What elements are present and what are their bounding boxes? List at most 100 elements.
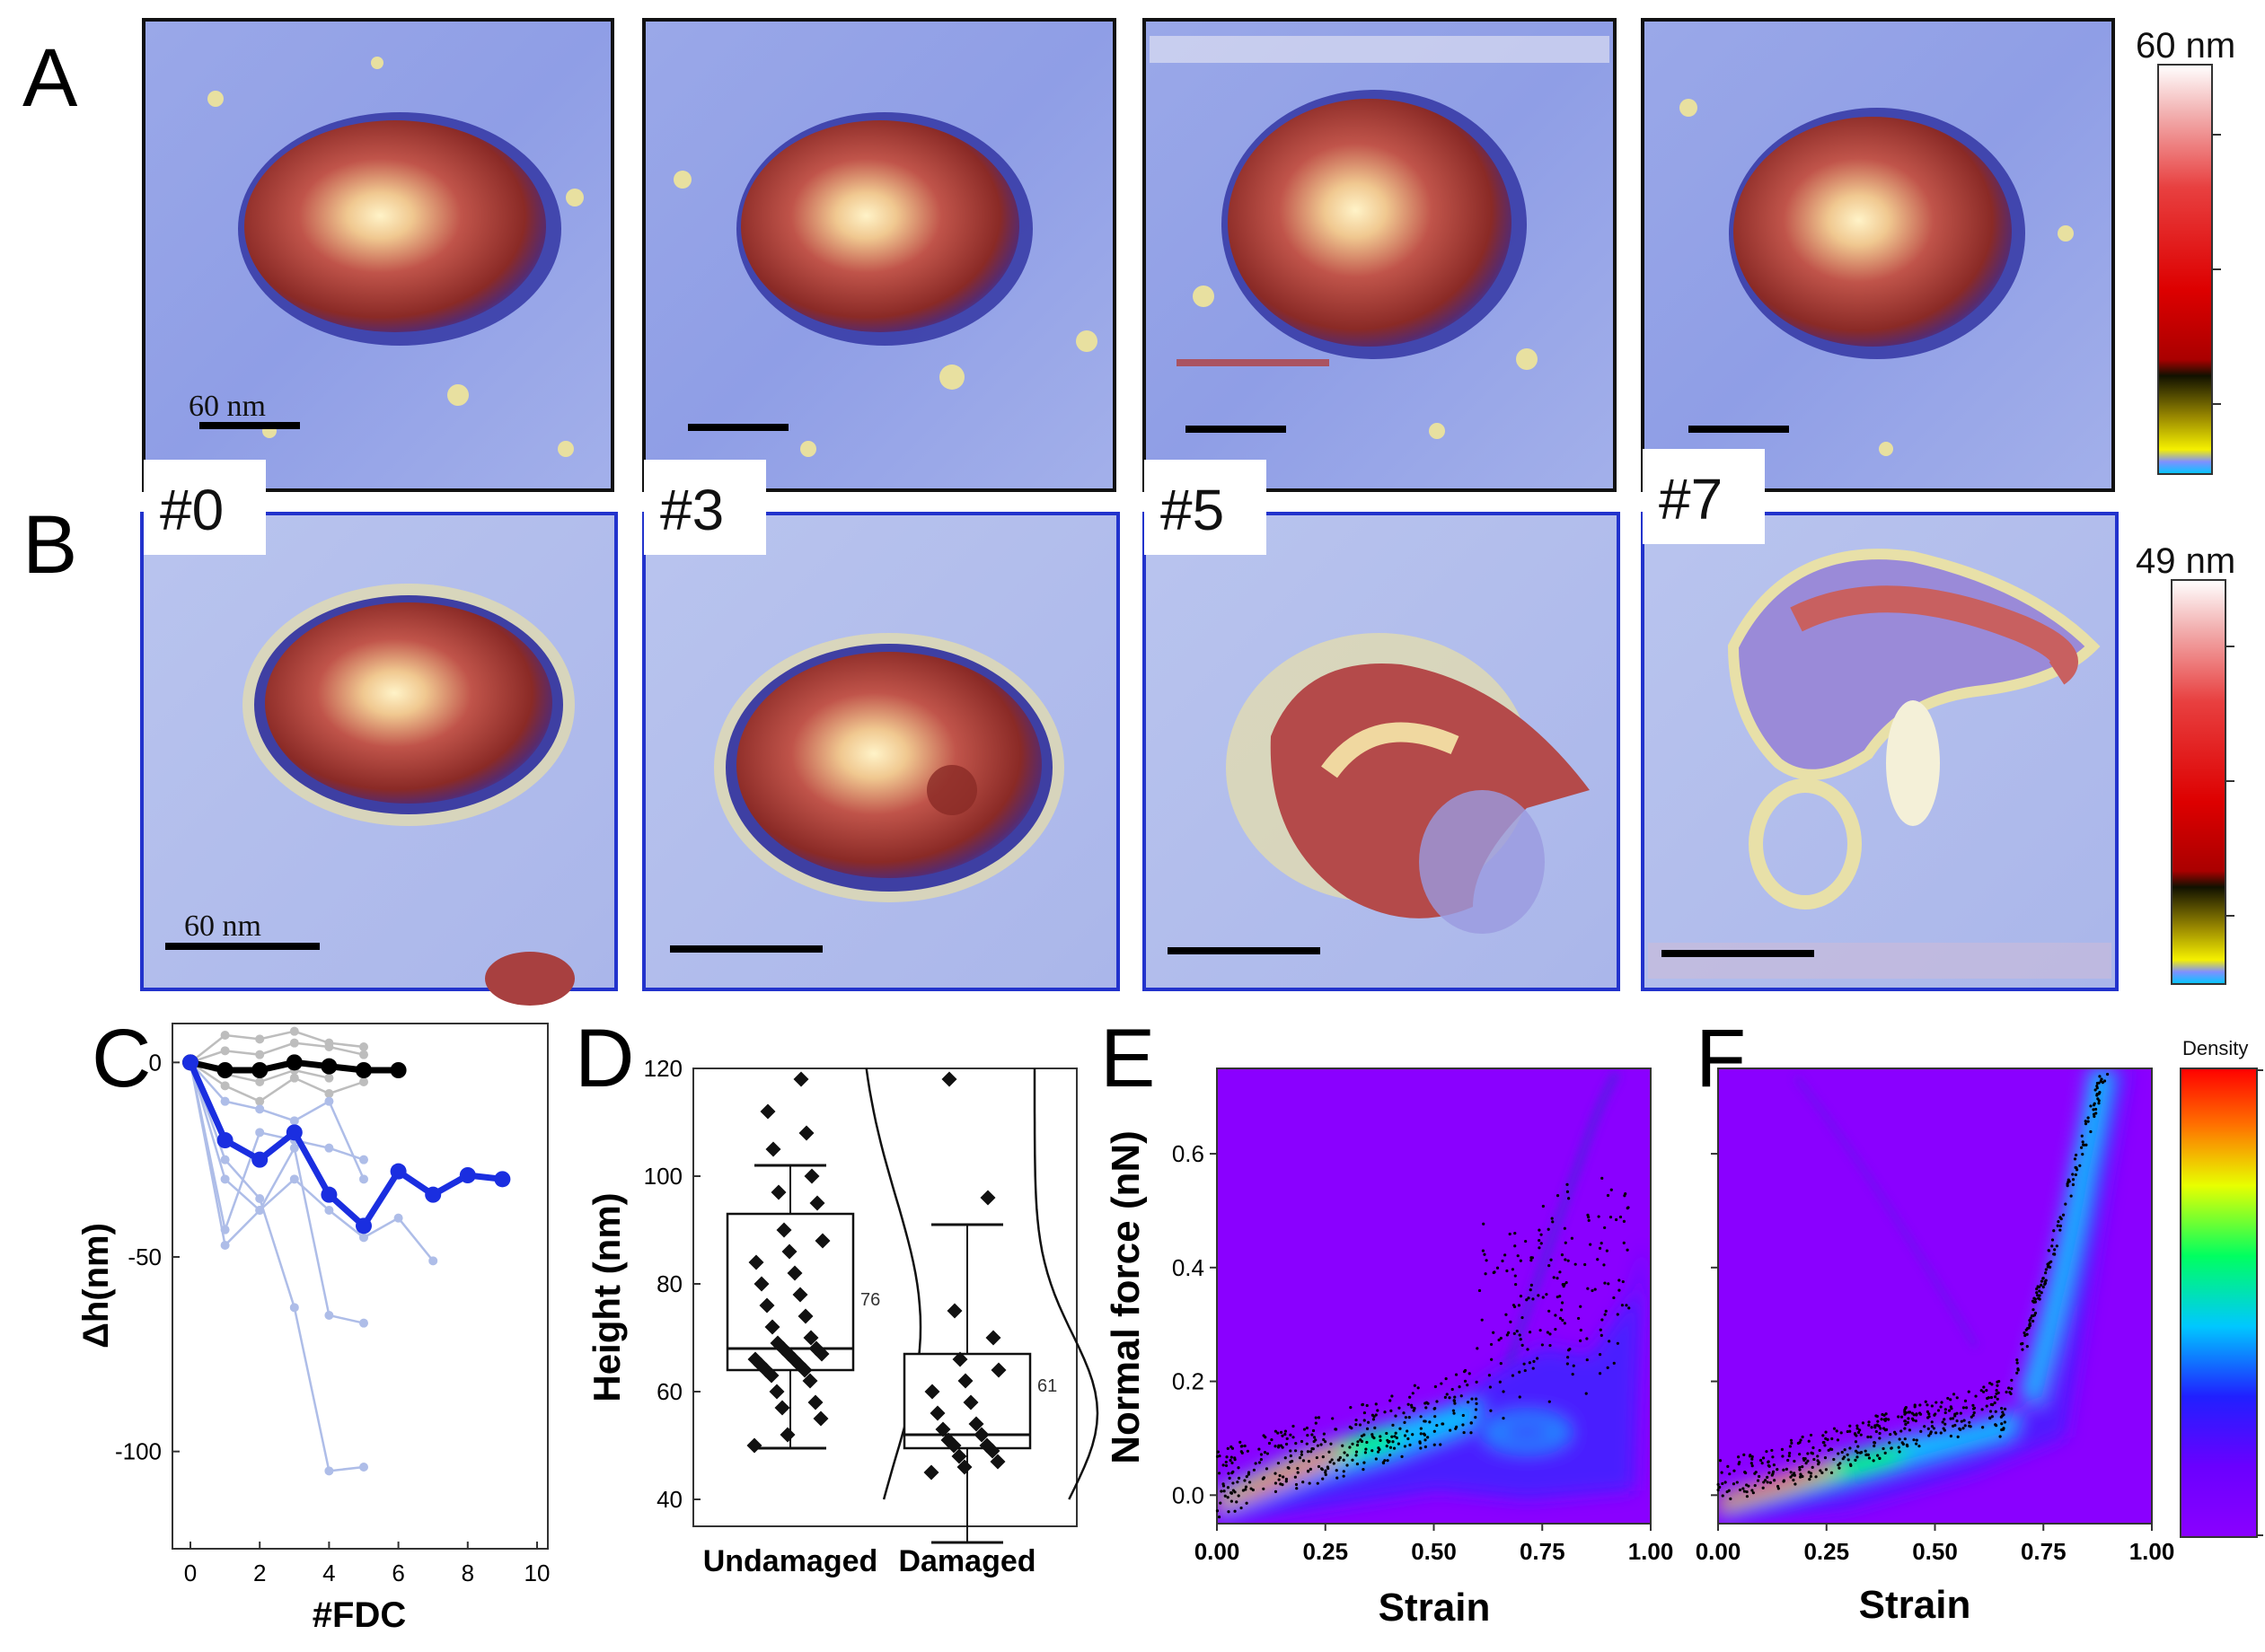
data-point-undamaged-3 <box>255 1077 265 1086</box>
scatter-point <box>1791 1473 1794 1477</box>
scatter-point <box>1385 1445 1388 1448</box>
data-point-damaged-3 <box>255 1206 265 1215</box>
category-label: Damaged <box>898 1544 1036 1578</box>
scatter-point <box>1393 1435 1397 1438</box>
scatter-point <box>1898 1437 1901 1441</box>
scatter-point <box>1990 1383 1994 1386</box>
scatter-point <box>1525 1298 1529 1302</box>
scatter-point <box>1823 1456 1828 1460</box>
scatter-point <box>1370 1449 1374 1453</box>
box-data-point <box>941 1071 957 1087</box>
scatter-point <box>2089 1104 2093 1108</box>
box-data-point <box>781 1243 798 1260</box>
scatter-point <box>1474 1416 1477 1419</box>
scatter-point <box>1732 1482 1736 1486</box>
scatter-point <box>1556 1277 1559 1280</box>
scatter-point <box>1386 1438 1389 1442</box>
data-point-undamaged-4 <box>359 1077 368 1086</box>
scatter-point <box>2057 1220 2060 1224</box>
scatter-point <box>1231 1481 1235 1485</box>
box-data-point <box>807 1394 824 1410</box>
scatter-point <box>1317 1464 1321 1469</box>
sample-tag-7: #7 <box>1643 449 1765 544</box>
scatter-point <box>1511 1268 1515 1271</box>
afm-image-a0: 60 nm <box>142 18 614 492</box>
scatter-point <box>1897 1415 1900 1419</box>
box-data-point <box>780 1427 796 1443</box>
scatter-point <box>2040 1283 2043 1287</box>
scatter-point <box>1441 1422 1445 1426</box>
scatter-point <box>1996 1384 1999 1387</box>
scatter-point <box>2066 1182 2069 1186</box>
chart-f-xlabel: Strain <box>1859 1583 1971 1627</box>
scatter-point <box>1310 1433 1314 1437</box>
scatter-point <box>1410 1405 1414 1409</box>
scatter-point <box>1822 1440 1826 1445</box>
scatter-point <box>1226 1486 1230 1489</box>
scatter-point <box>1603 1281 1607 1285</box>
scatter-point <box>1819 1469 1822 1472</box>
scatter-point <box>1926 1410 1930 1413</box>
scatter-point <box>1263 1451 1267 1454</box>
box-data-point <box>765 1141 781 1157</box>
scatter-point <box>1404 1416 1407 1419</box>
scatter-point <box>2071 1182 2076 1187</box>
scatter-point <box>1753 1483 1757 1488</box>
scatter-point <box>1449 1428 1452 1432</box>
scatter-point <box>1848 1424 1852 1428</box>
scatter-point <box>1513 1232 1517 1235</box>
scatter-point <box>1291 1424 1295 1428</box>
scatter-point <box>1296 1466 1300 1471</box>
scatter-point <box>1750 1457 1754 1461</box>
scatter-point <box>1463 1379 1467 1383</box>
scatter-point <box>1824 1468 1828 1472</box>
scatter-point <box>1836 1438 1840 1442</box>
scatter-point <box>2081 1153 2084 1156</box>
scatter-point <box>2040 1291 2043 1295</box>
scatter-point <box>2016 1368 2020 1372</box>
scatter-point <box>1289 1433 1292 1437</box>
scatter-point <box>1532 1359 1536 1363</box>
scatter-point <box>1221 1482 1225 1486</box>
y-tick-label: 120 <box>644 1055 683 1082</box>
scatter-point <box>1499 1362 1503 1366</box>
scatter-point <box>1600 1176 1604 1180</box>
scatter-point <box>1763 1479 1767 1482</box>
scatter-point <box>2071 1178 2076 1182</box>
scatter-point <box>1547 1263 1551 1268</box>
scatter-point <box>1934 1431 1938 1435</box>
box-data-point <box>802 1373 818 1389</box>
scatter-point <box>1518 1333 1521 1337</box>
scatter-point <box>1306 1450 1310 1454</box>
scatter-point <box>1827 1448 1830 1452</box>
scatter-point <box>1538 1238 1541 1243</box>
scatter-point <box>1423 1438 1427 1442</box>
scatter-point <box>2098 1090 2102 1094</box>
category-label: Undamaged <box>703 1544 878 1578</box>
scatter-point <box>1547 1227 1550 1231</box>
scale-bar <box>670 945 823 953</box>
scatter-point <box>1947 1409 1952 1412</box>
scatter-point <box>2033 1300 2038 1304</box>
scatter-point <box>1520 1315 1524 1320</box>
box-data-point <box>754 1276 770 1292</box>
scatter-point <box>2046 1262 2049 1266</box>
afm-image-a7 <box>1641 18 2115 492</box>
scatter-point <box>2000 1407 2004 1410</box>
scatter-point <box>2041 1285 2045 1289</box>
scatter-point <box>1930 1425 1935 1428</box>
scatter-point <box>1390 1394 1394 1398</box>
scatter-point <box>1949 1417 1952 1420</box>
scatter-point <box>1536 1357 1539 1360</box>
scatter-point <box>1283 1429 1288 1433</box>
scatter-point <box>1567 1197 1571 1200</box>
scatter-point <box>2102 1079 2107 1083</box>
scatter-point <box>1855 1455 1859 1459</box>
scatter-point <box>2025 1332 2029 1336</box>
scatter-point <box>1718 1485 1722 1489</box>
scatter-point <box>1296 1471 1300 1474</box>
scatter-point <box>1247 1481 1252 1484</box>
scatter-point <box>1995 1392 1998 1395</box>
scatter-point <box>2093 1088 2097 1092</box>
box-mean-label: 61 <box>1037 1376 1057 1396</box>
